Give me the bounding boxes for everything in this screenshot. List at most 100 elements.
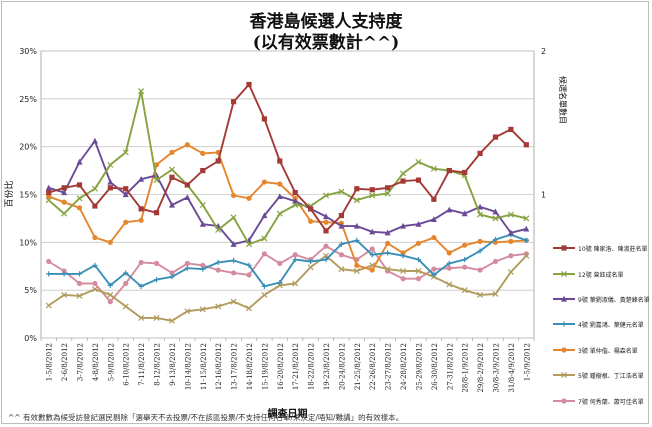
data-point bbox=[477, 267, 483, 273]
legend-item: 7號 何秀蘭、蕭可佳名單 bbox=[553, 398, 644, 406]
data-point bbox=[45, 184, 52, 191]
data-point bbox=[477, 203, 484, 210]
data-point bbox=[446, 167, 452, 174]
data-point bbox=[107, 161, 114, 168]
data-point bbox=[561, 347, 567, 353]
data-point bbox=[184, 308, 191, 315]
data-point bbox=[200, 167, 206, 174]
data-point bbox=[184, 194, 191, 200]
series-2 bbox=[45, 88, 530, 248]
data-point bbox=[277, 260, 283, 266]
x-tick-label: 6-10/8/2012 bbox=[123, 343, 131, 386]
data-point bbox=[261, 116, 267, 122]
data-point bbox=[215, 303, 222, 310]
legend-label: 5號 鍾樹根、丁江浩名單 bbox=[578, 372, 644, 380]
data-point bbox=[169, 149, 175, 156]
series-line bbox=[48, 83, 527, 232]
x-tick-label: 29/8-2/9/2012 bbox=[477, 343, 485, 393]
data-point bbox=[462, 169, 468, 176]
data-point bbox=[230, 99, 237, 105]
data-point bbox=[184, 265, 190, 271]
data-point bbox=[61, 291, 68, 298]
x-tick-label: 18-22/8/2012 bbox=[308, 343, 316, 390]
data-point bbox=[323, 219, 329, 225]
data-point bbox=[138, 175, 145, 182]
data-point bbox=[61, 271, 67, 277]
data-point bbox=[215, 267, 221, 273]
data-point bbox=[199, 306, 206, 313]
data-point bbox=[430, 216, 437, 222]
data-point bbox=[323, 213, 330, 220]
y-tick-label: 20% bbox=[19, 143, 37, 152]
data-point bbox=[246, 272, 252, 278]
data-point bbox=[200, 262, 206, 268]
x-tick-label: 1-5/8/2012 bbox=[46, 343, 54, 381]
data-point bbox=[561, 398, 567, 404]
data-point bbox=[415, 240, 422, 246]
x-tick-label: 1-5/9/2012 bbox=[523, 343, 531, 381]
data-point bbox=[353, 197, 360, 204]
data-point bbox=[507, 229, 514, 236]
data-point bbox=[400, 222, 407, 229]
data-point bbox=[61, 189, 68, 196]
data-point bbox=[153, 177, 160, 184]
data-point bbox=[384, 190, 391, 197]
data-point bbox=[462, 256, 468, 263]
data-point bbox=[200, 150, 206, 156]
data-point bbox=[385, 240, 391, 246]
series-6 bbox=[45, 252, 530, 324]
data-point bbox=[338, 222, 345, 229]
data-point bbox=[446, 265, 452, 271]
data-point bbox=[308, 258, 314, 265]
data-point bbox=[107, 178, 114, 185]
x-tick-label: 10-14/8/2012 bbox=[184, 343, 192, 390]
data-point bbox=[477, 150, 483, 156]
chart-subtitle: (以有效票數計^^) bbox=[252, 33, 400, 53]
data-point bbox=[354, 262, 360, 268]
data-point bbox=[492, 258, 499, 265]
data-point bbox=[76, 280, 83, 287]
data-point bbox=[107, 291, 114, 298]
data-point bbox=[261, 291, 268, 298]
legend-item: 10號 陳家洛、陳淑莊名單 bbox=[553, 245, 648, 253]
x-tick-label: 31/8-4/9/2012 bbox=[508, 343, 516, 393]
data-point bbox=[215, 158, 221, 164]
data-point bbox=[415, 276, 422, 282]
data-point bbox=[415, 220, 422, 227]
data-point bbox=[400, 170, 407, 177]
data-point bbox=[292, 197, 299, 204]
data-point bbox=[45, 197, 52, 204]
data-point bbox=[561, 321, 567, 327]
series-line bbox=[48, 245, 527, 303]
data-point bbox=[230, 298, 237, 305]
series-line bbox=[48, 143, 527, 272]
series-line bbox=[48, 233, 527, 288]
data-point bbox=[338, 212, 345, 219]
y-tick-label: 25% bbox=[19, 95, 37, 104]
x-tick-label: 12-16/8/2012 bbox=[215, 343, 223, 390]
data-point bbox=[523, 252, 530, 259]
data-point bbox=[446, 206, 453, 213]
y-right-tick-label: 2 bbox=[541, 47, 546, 56]
data-point bbox=[230, 214, 237, 221]
data-point bbox=[508, 126, 514, 133]
y-tick-label: 0% bbox=[24, 334, 37, 343]
data-point bbox=[369, 192, 376, 199]
series-7 bbox=[46, 243, 529, 305]
data-point bbox=[76, 158, 83, 165]
data-point bbox=[61, 185, 67, 191]
data-point bbox=[400, 250, 406, 256]
legend-label: 4號 劉嘉鴻、葉健元名單 bbox=[578, 321, 644, 329]
data-point bbox=[446, 250, 452, 256]
series-4 bbox=[46, 232, 529, 289]
data-point bbox=[277, 181, 283, 187]
data-point bbox=[277, 279, 283, 286]
series-5 bbox=[46, 142, 529, 273]
data-point bbox=[507, 268, 514, 276]
data-point bbox=[61, 199, 67, 205]
x-tick-label: 17-21/8/2012 bbox=[292, 343, 300, 390]
data-point bbox=[323, 256, 329, 263]
x-tick-label: 4-8/8/2012 bbox=[92, 343, 100, 381]
data-point bbox=[322, 192, 330, 199]
